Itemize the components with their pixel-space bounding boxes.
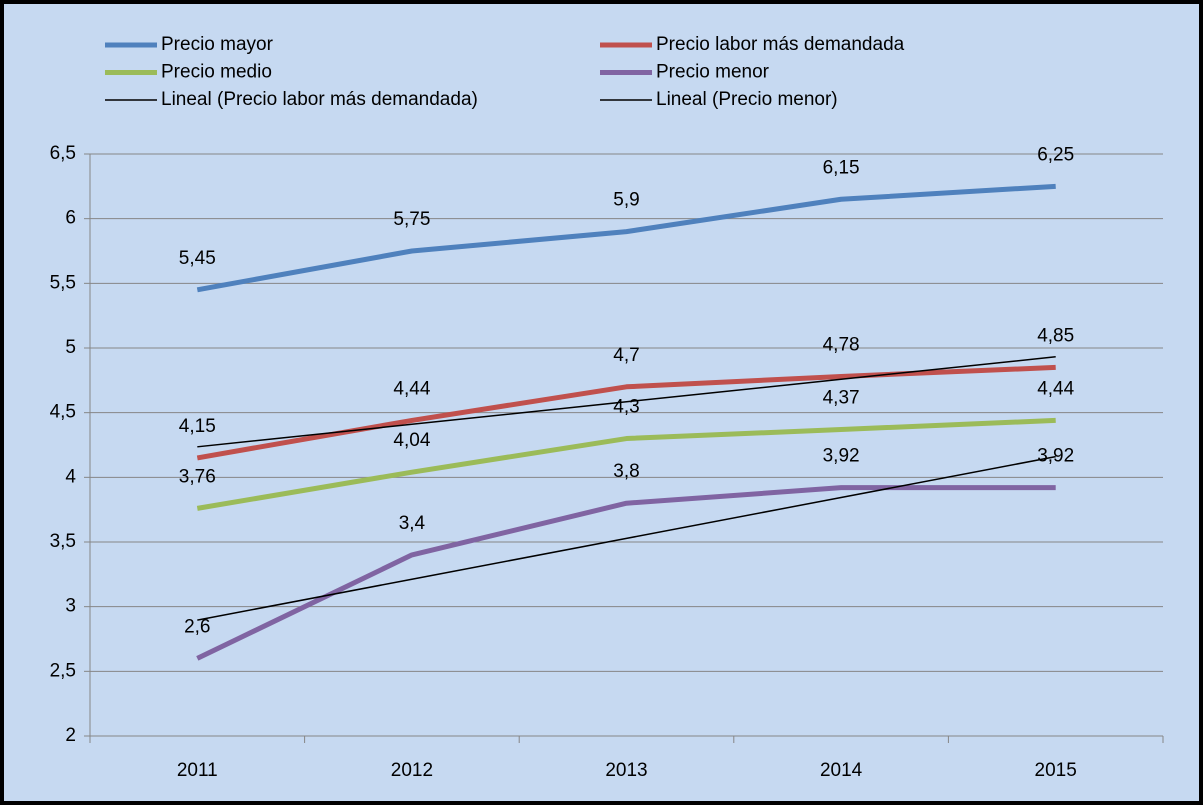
trend-line (197, 455, 1056, 621)
series-line (196, 485, 1056, 661)
y-tick-label: 6,5 (50, 143, 76, 164)
data-label: 3,92 (1037, 446, 1074, 467)
data-label: 4,78 (823, 334, 860, 355)
legend-label: Precio mayor (161, 34, 274, 55)
legend-label: Lineal (Precio menor) (656, 89, 838, 110)
data-label: 4,7 (613, 345, 639, 366)
data-label: 3,76 (179, 466, 216, 487)
data-label: 4,44 (393, 378, 430, 399)
y-tick-label: 4 (65, 466, 76, 487)
y-tick-label: 4,5 (50, 402, 76, 423)
legend-label: Precio menor (656, 62, 770, 83)
x-tick-label: 2011 (177, 760, 218, 781)
y-tick-label: 6 (65, 208, 76, 229)
legend-label: Precio medio (161, 62, 272, 83)
data-label: 5,9 (613, 190, 639, 211)
legend-label: Precio labor más demandada (656, 34, 905, 55)
data-label: 4,3 (613, 397, 639, 418)
data-label: 3,4 (399, 513, 426, 534)
data-label: 6,15 (823, 157, 860, 178)
y-tick-label: 2,5 (50, 660, 76, 681)
data-label: 4,44 (1037, 378, 1074, 399)
y-tick-label: 5 (65, 337, 76, 358)
data-label: 6,25 (1037, 144, 1074, 165)
data-label: 4,04 (393, 430, 430, 451)
series-line (196, 364, 1056, 461)
x-tick-label: 2014 (820, 760, 863, 781)
x-tick-label: 2013 (605, 760, 647, 781)
x-tick-label: 2015 (1035, 760, 1077, 781)
trend-line (197, 356, 1056, 448)
y-tick-label: 5,5 (50, 272, 76, 293)
data-label: 4,15 (179, 416, 216, 437)
data-label: 5,45 (179, 248, 216, 269)
series-line (196, 417, 1056, 511)
legend-label: Lineal (Precio labor más demandada) (161, 89, 478, 110)
y-tick-label: 2 (65, 725, 76, 746)
data-label: 3,92 (823, 446, 860, 467)
data-label: 3,8 (613, 461, 639, 482)
x-tick-label: 2012 (391, 760, 433, 781)
data-label: 4,37 (823, 387, 860, 408)
data-label: 2,6 (184, 616, 210, 637)
y-tick-label: 3 (65, 596, 76, 617)
series-line (196, 183, 1056, 293)
data-label: 4,85 (1037, 325, 1074, 346)
data-label: 5,75 (393, 209, 430, 230)
y-tick-label: 3,5 (50, 531, 76, 552)
